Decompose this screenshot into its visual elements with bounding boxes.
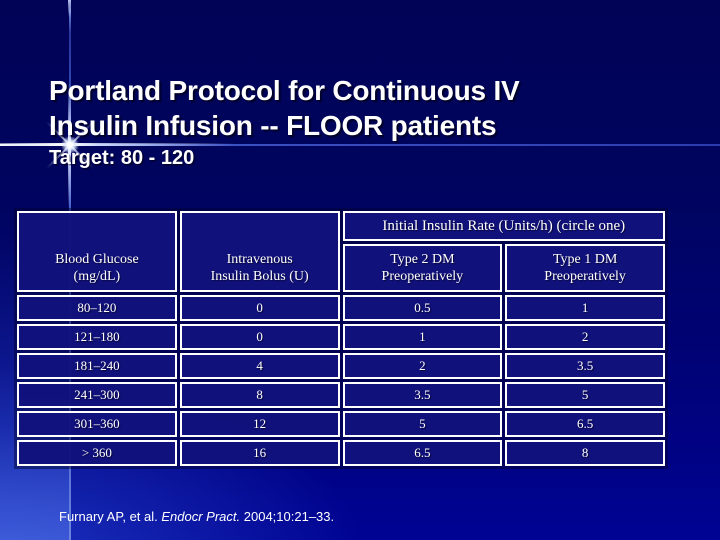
cell-glucose-range: 80–120 [17, 295, 177, 321]
slide-title: Portland Protocol for Continuous IV Insu… [49, 73, 699, 143]
cell-glucose-range: 301–360 [17, 411, 177, 437]
title-line-1: Portland Protocol for Continuous IV [49, 75, 520, 106]
cell-type2-rate: 2 [342, 353, 503, 379]
header-initial-insulin-rate: Initial Insulin Rate (Units/h) (circle o… [342, 211, 665, 241]
header-blood-glucose: Blood Glucose (mg/dL) [17, 211, 177, 292]
header-iv-insulin-bolus: Intravenous Insulin Bolus (U) [179, 211, 340, 292]
header-line: Preoperatively [381, 269, 464, 284]
cell-type2-rate: 3.5 [342, 382, 503, 408]
cell-type1-rate: 1 [505, 295, 665, 321]
cell-glucose-range: > 360 [17, 440, 177, 466]
cell-bolus: 0 [179, 295, 340, 321]
citation-footnote: Furnary AP, et al. Endocr Pract. 2004;10… [59, 509, 334, 524]
title-line-2: Insulin Infusion -- FLOOR patients [49, 110, 497, 141]
cell-type1-rate: 8 [505, 440, 665, 466]
cell-type2-rate: 5 [342, 411, 503, 437]
cell-bolus: 0 [179, 324, 340, 350]
cell-glucose-range: 121–180 [17, 324, 177, 350]
citation-author: Furnary AP, et al. [59, 509, 162, 524]
citation-detail: 2004;10:21–33. [240, 509, 335, 524]
vertical-accent-line-top-flare [68, 0, 71, 17]
cell-type1-rate: 3.5 [505, 353, 665, 379]
header-line: Type 1 DM [552, 252, 618, 267]
table-header-row-2: Type 2 DM Preoperatively Type 1 DM Preop… [17, 244, 665, 292]
table-row: > 360 16 6.5 8 [17, 440, 665, 466]
cell-type1-rate: 6.5 [505, 411, 665, 437]
cell-type2-rate: 6.5 [342, 440, 503, 466]
header-line: Intravenous [226, 252, 293, 267]
horizontal-accent-line [0, 144, 720, 146]
citation-journal: Endocr Pract. [161, 509, 241, 524]
header-type-2-dm: Type 2 DM Preoperatively [342, 244, 503, 292]
flare-horizontal-ray [0, 143, 235, 146]
cell-type2-rate: 1 [342, 324, 503, 350]
header-line: Insulin Bolus (U) [210, 269, 309, 284]
table-row: 241–300 8 3.5 5 [17, 382, 665, 408]
table-row: 181–240 4 2 3.5 [17, 353, 665, 379]
flare-core [61, 136, 79, 154]
insulin-protocol-table: Blood Glucose (mg/dL) Intravenous Insuli… [14, 208, 668, 469]
cell-bolus: 12 [179, 411, 340, 437]
table-row: 301–360 12 5 6.5 [17, 411, 665, 437]
target-subtitle: Target: 80 - 120 [49, 147, 195, 169]
cell-glucose-range: 241–300 [17, 382, 177, 408]
header-line: Type 2 DM [390, 252, 455, 267]
cell-type1-rate: 2 [505, 324, 665, 350]
cell-glucose-range: 181–240 [17, 353, 177, 379]
table-row: 80–120 0 0.5 1 [17, 295, 665, 321]
table-header-row-1: Blood Glucose (mg/dL) Intravenous Insuli… [17, 211, 665, 292]
table-row: 121–180 0 1 2 [17, 324, 665, 350]
header-type-1-dm: Type 1 DM Preoperatively [505, 244, 665, 292]
cell-type1-rate: 5 [505, 382, 665, 408]
cell-type2-rate: 0.5 [342, 295, 503, 321]
header-line: (mg/dL) [73, 269, 121, 284]
cell-bolus: 8 [179, 382, 340, 408]
cell-bolus: 4 [179, 353, 340, 379]
header-line: Preoperatively [544, 269, 626, 284]
cell-bolus: 16 [179, 440, 340, 466]
header-line: Blood Glucose [55, 252, 139, 267]
